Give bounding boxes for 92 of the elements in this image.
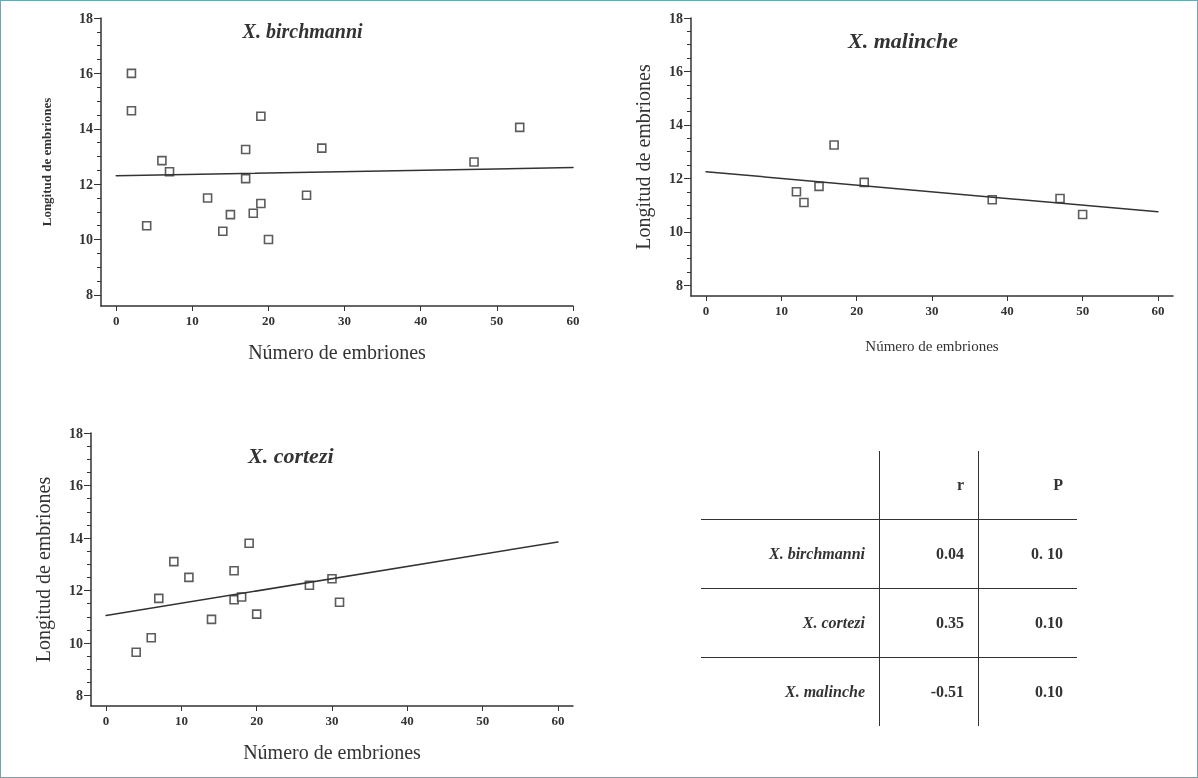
category-label: X. malinche [784,683,865,700]
point [814,181,824,192]
point [169,556,179,567]
point [126,105,137,116]
point [244,538,254,549]
x-tick-label: 0 [102,713,110,728]
category-label: X. cortezi [802,614,865,631]
point [240,144,251,155]
category-label: X. birchmanni [768,545,865,562]
x-tick-label: 0 [112,313,120,328]
y-tick-label: 14 [669,117,683,133]
y-tick-label: 12 [69,583,83,598]
point [131,647,141,657]
point [157,155,167,166]
x-tick-label: 20 [250,713,264,728]
point [469,157,479,167]
point [301,190,312,201]
y-tick-label: 16 [79,65,93,81]
point [514,122,525,133]
point [334,597,345,608]
x-tick-label: 40 [414,313,428,328]
x-axis-title: Número de embriones [865,337,999,354]
point [791,186,802,197]
point [153,593,164,604]
y-tick-label: 8 [676,277,683,293]
point [829,140,839,150]
x-tick-label: 60 [1151,303,1165,318]
point [248,208,259,219]
point [256,111,266,122]
y-tick-label: 8 [86,287,93,303]
y-tick-label: 10 [79,232,93,248]
point [799,197,809,208]
y-tick-label: 10 [69,635,83,651]
x-tick-label: 60 [551,713,565,728]
x-tick-label: 50 [490,313,504,328]
x-tick-label: 40 [1000,303,1014,318]
y-tick-label: 16 [669,63,683,79]
x-axis-title: Número de embriones [243,741,422,763]
y-axis-title: Longitud de embriones [39,97,54,227]
y-tick-label: 18 [79,10,93,26]
x-tick-label: 10 [774,303,788,318]
x-tick-label: 50 [476,713,490,728]
point [141,220,152,231]
x-tick-label: 20 [850,303,864,318]
x-tick-label: 60 [566,313,580,328]
point [1055,193,1065,204]
y-tick-label: 8 [76,688,83,703]
x-tick-label: 50 [1076,303,1090,318]
category-label: P [1052,475,1064,495]
point [202,193,213,203]
chart-title: X. cortezi [247,442,335,468]
point [251,609,262,619]
point [240,173,251,184]
text: 0.10 [1035,614,1063,631]
x-tick-label: 10 [174,713,188,728]
x-tick-label: 20 [261,313,275,328]
text: 0.10 [1035,683,1063,700]
y-tick-label: 18 [69,425,83,441]
x-tick-label: 10 [185,313,199,328]
point [218,226,228,237]
point [229,566,239,576]
y-tick-label: 16 [69,478,83,493]
x-tick-label: 0 [702,303,710,318]
text: 0. 10 [1031,545,1063,562]
point [316,143,327,153]
point [184,572,194,583]
point [225,209,236,220]
point [206,614,217,625]
x-tick-label: 30 [338,313,352,328]
point [1077,209,1088,220]
y-tick-label: 14 [69,530,83,546]
point [256,198,266,209]
y-axis-title: Longitud de embriones [32,476,55,663]
y-tick-label: 14 [79,121,93,137]
chart-title: X. birchmanni [241,20,364,42]
text: 0.04 [936,545,964,562]
point [146,632,157,643]
x-tick-label: 30 [325,713,339,728]
y-tick-label: 12 [79,176,93,192]
text: 0.35 [936,614,964,631]
chart-title: X. malinche [847,27,959,53]
y-tick-label: 18 [669,10,683,26]
y-tick-label: 12 [669,170,683,186]
y-tick-label: 10 [669,224,683,240]
y-axis-title: Longitud de embriones [632,64,655,250]
text: -0.51 [930,683,964,700]
point [126,68,137,79]
x-axis-title: Número de embriones [248,341,427,363]
point [263,234,274,245]
category-label: r [879,451,979,520]
x-tick-label: 40 [400,713,414,728]
x-tick-label: 30 [925,303,939,318]
